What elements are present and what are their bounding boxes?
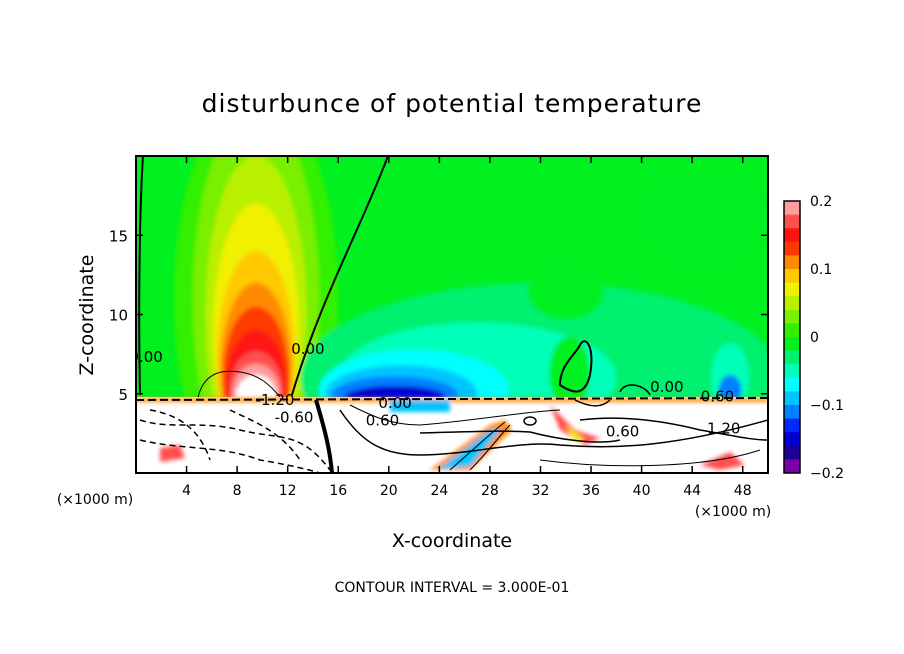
colorbar-swatch (784, 282, 800, 297)
colorbar-swatch (784, 228, 800, 243)
colorbar-swatch (784, 350, 800, 365)
contour-label: 0.60 (366, 411, 399, 429)
y-tick-label: 10 (109, 307, 128, 325)
colorbar-swatch (784, 269, 800, 284)
contour-label: -1.20 (256, 391, 295, 409)
x-unit-label-right: (×1000 m) (695, 504, 771, 520)
x-tick-label: 24 (430, 483, 448, 499)
colorbar-swatch (784, 364, 800, 379)
x-axis: 4 8 12 16 20 24 28 32 36 40 44 48 (182, 156, 752, 499)
colorbar-swatch (784, 309, 800, 324)
x-tick-label: 4 (182, 483, 191, 499)
x-tick-label: 8 (233, 483, 242, 499)
x-tick-label: 32 (532, 483, 550, 499)
x-tick-label: 40 (633, 483, 651, 499)
y-axis-label: Z-coordinate (76, 255, 98, 376)
contour-lines (136, 156, 768, 473)
x-tick-label: 48 (734, 483, 752, 499)
y-tick-label: 5 (118, 386, 128, 404)
colorbar-swatch (784, 432, 800, 447)
contour-label: 0.00 (291, 340, 324, 358)
colorbar-swatch (784, 201, 800, 216)
colorbar-swatch (784, 255, 800, 270)
colorbar-swatch (784, 377, 800, 392)
colorbar-swatch (784, 445, 800, 460)
x-axis-label: X-coordinate (392, 530, 512, 552)
x-tick-label: 44 (683, 483, 701, 499)
x-unit-label-left: (×1000 m) (57, 492, 133, 508)
colorbar-tick-label: −0.2 (810, 466, 844, 482)
y-tick-label: 15 (109, 227, 128, 245)
plot-area: 0.00 0.000.000.600.000.600.601.20-1.20-0.… (129, 156, 768, 473)
colorbar-swatch (784, 391, 800, 406)
colorbar-swatch (784, 296, 800, 311)
shaded-region (527, 262, 604, 320)
y-axis: 5 10 15 (109, 227, 768, 404)
colorbar-swatch (784, 405, 800, 420)
contour-interval-footer: CONTOUR INTERVAL = 3.000E-01 (335, 580, 570, 596)
contour-label: 0.60 (701, 388, 734, 406)
colorbar-swatch (784, 337, 800, 352)
contour-label: 0.00 (650, 378, 683, 396)
x-tick-label: 36 (582, 483, 600, 499)
colorbar-swatch (784, 418, 800, 433)
contour-label: 0.00 (378, 394, 411, 412)
colorbar-tick-label: 0.1 (810, 262, 832, 278)
colorbar-tick-label: −0.1 (810, 398, 844, 414)
x-tick-label: 28 (481, 483, 499, 499)
colorbar: 0.2 0.1 0 −0.1 −0.2 (783, 194, 844, 482)
x-tick-label: 12 (279, 483, 297, 499)
contour-label: 0.60 (606, 423, 639, 441)
colorbar-swatch (784, 459, 800, 474)
colorbar-swatch (784, 241, 800, 256)
colorbar-tick-label: 0.2 (810, 194, 832, 210)
colorbar-tick-label: 0 (810, 330, 819, 346)
colorbar-frame (783, 200, 801, 474)
x-tick-label: 16 (329, 483, 347, 499)
chart-title: disturbunce of potential temperature (202, 89, 703, 118)
contour-label: 0.00 (129, 348, 162, 366)
colorbar-swatch (784, 323, 800, 338)
contour-label: -0.60 (275, 408, 314, 426)
contour-label: 1.20 (707, 419, 740, 437)
x-tick-label: 20 (380, 483, 398, 499)
colorbar-swatch (784, 214, 800, 229)
shaded-region (641, 171, 768, 267)
